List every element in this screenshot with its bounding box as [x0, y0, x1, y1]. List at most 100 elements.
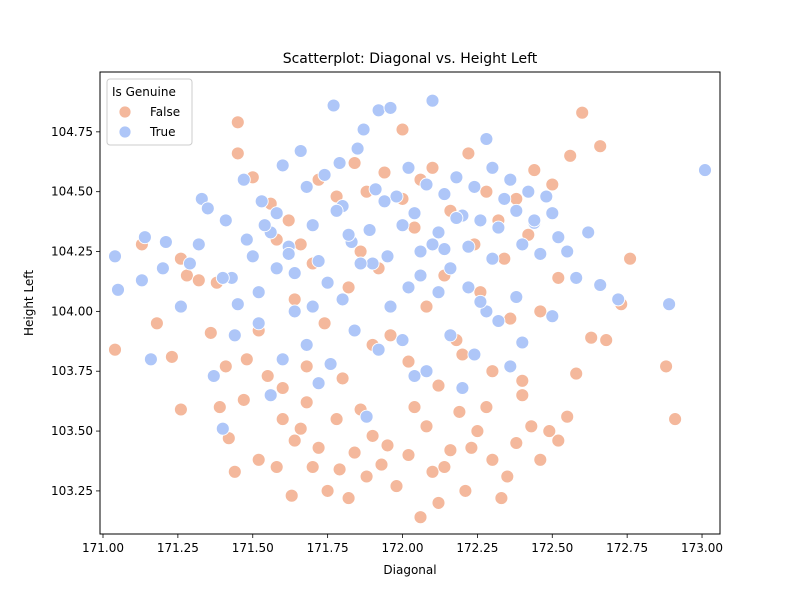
data-point-true — [270, 207, 283, 220]
data-point-false — [342, 492, 355, 505]
data-point-true — [264, 389, 277, 402]
data-point-true — [351, 142, 364, 155]
data-point-true — [294, 145, 307, 158]
data-point-true — [420, 178, 433, 191]
data-point-true — [498, 192, 511, 205]
data-point-false — [150, 317, 163, 330]
data-point-true — [450, 212, 463, 225]
data-point-false — [456, 348, 469, 361]
data-point-true — [252, 317, 265, 330]
data-point-true — [408, 207, 421, 220]
data-point-true — [276, 159, 289, 172]
data-point-false — [276, 413, 289, 426]
x-axis: 171.00 171.25 171.50 171.75 172.00 172.25 172.… — [82, 534, 723, 555]
data-point-true — [486, 252, 499, 265]
data-point-true — [492, 315, 505, 328]
data-point-false — [336, 372, 349, 385]
data-point-false — [333, 463, 346, 476]
data-point-false — [402, 355, 415, 368]
data-point-true — [366, 257, 379, 270]
data-point-false — [486, 453, 499, 466]
data-point-true — [561, 245, 574, 258]
data-point-false — [204, 326, 217, 339]
data-point-true — [414, 245, 427, 258]
data-point-true — [112, 283, 125, 296]
y-tick-label: 103.25 — [51, 484, 93, 498]
data-point-true — [282, 247, 295, 260]
data-point-false — [330, 413, 343, 426]
data-point-true — [240, 233, 253, 246]
data-point-false — [516, 389, 529, 402]
data-point-true — [390, 190, 403, 203]
data-point-true — [612, 293, 625, 306]
data-point-true — [369, 183, 382, 196]
data-point-true — [183, 257, 196, 270]
data-point-false — [561, 410, 574, 423]
data-point-false — [237, 393, 250, 406]
data-point-false — [282, 214, 295, 227]
data-point-true — [324, 358, 337, 371]
data-point-false — [486, 365, 499, 378]
x-axis-label: Diagonal — [383, 563, 436, 577]
data-point-false — [180, 269, 193, 282]
data-point-false — [348, 157, 361, 170]
data-point-true — [504, 360, 517, 373]
data-point-false — [342, 281, 355, 294]
data-point-false — [576, 106, 589, 119]
data-point-true — [237, 173, 250, 186]
x-tick-label: 173.00 — [681, 541, 723, 555]
data-point-true — [420, 365, 433, 378]
data-point-true — [384, 101, 397, 114]
data-point-true — [156, 262, 169, 275]
data-point-true — [228, 329, 241, 342]
y-axis-label: Height Left — [22, 270, 36, 336]
x-tick-label: 171.75 — [307, 541, 349, 555]
data-point-true — [135, 274, 148, 287]
data-point-false — [109, 343, 122, 356]
legend-entry-false: False — [150, 105, 180, 119]
data-point-false — [534, 453, 547, 466]
data-point-false — [228, 465, 241, 478]
data-point-false — [375, 458, 388, 471]
data-point-false — [414, 511, 427, 524]
data-point-false — [594, 140, 607, 153]
data-point-true — [396, 334, 409, 347]
data-point-true — [516, 336, 529, 349]
data-point-true — [336, 293, 349, 306]
data-point-true — [321, 276, 334, 289]
data-point-true — [109, 250, 122, 263]
data-point-true — [663, 298, 676, 311]
data-point-false — [240, 353, 253, 366]
data-point-true — [231, 298, 244, 311]
data-point-true — [216, 271, 229, 284]
data-point-true — [552, 231, 565, 244]
data-point-true — [432, 286, 445, 299]
data-point-true — [381, 250, 394, 263]
data-point-false — [294, 422, 307, 435]
data-point-false — [348, 446, 361, 459]
data-point-true — [408, 370, 421, 383]
data-point-false — [300, 360, 313, 373]
data-point-false — [552, 434, 565, 447]
data-point-false — [570, 367, 583, 380]
data-point-false — [420, 300, 433, 313]
data-point-false — [219, 360, 232, 373]
legend-marker-false — [119, 106, 131, 118]
data-point-false — [384, 329, 397, 342]
data-point-false — [546, 178, 559, 191]
data-point-true — [402, 161, 415, 174]
data-point-false — [501, 470, 514, 483]
data-point-true — [357, 123, 370, 136]
data-point-false — [420, 420, 433, 433]
data-point-false — [294, 238, 307, 251]
data-point-false — [510, 192, 523, 205]
data-point-true — [426, 94, 439, 107]
data-point-false — [231, 147, 244, 160]
data-point-true — [450, 171, 463, 184]
data-point-true — [516, 238, 529, 251]
data-point-true — [492, 221, 505, 234]
data-point-false — [600, 334, 613, 347]
data-point-true — [582, 226, 595, 239]
data-point-false — [432, 496, 445, 509]
